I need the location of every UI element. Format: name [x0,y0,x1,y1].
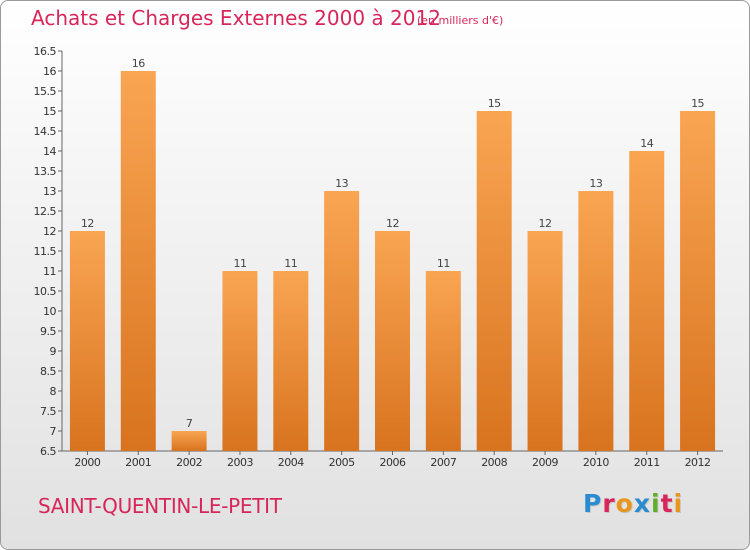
brand-letter: x [633,489,651,518]
y-tick-label: 10.5 [34,285,57,298]
data-label: 11 [437,257,450,270]
data-label: 11 [233,257,246,270]
y-tick-label: 7 [50,425,57,438]
data-label: 16 [132,57,145,70]
data-label: 15 [691,97,704,110]
bar [273,271,309,451]
data-label: 12 [539,217,552,230]
y-tick-label: 16.5 [34,45,57,58]
chart-value-labels: 12 16 7 11 11 13 12 11 15 12 13 14 15 [81,57,705,430]
bar [120,71,156,451]
y-tick-label: 14 [43,145,56,158]
x-tick-label: 2003 [227,456,253,469]
brand-logo: Proxiti [583,489,683,518]
chart-subtitle: (en milliers d'€) [417,14,504,27]
x-tick-label: 2011 [634,456,660,469]
bar [527,231,563,451]
bar [425,271,461,451]
brand-letter: i [673,489,684,518]
y-tick-label: 6.5 [40,445,56,458]
x-tick-label: 2001 [125,456,151,469]
bar [375,231,410,451]
brand-letter: o [615,489,634,518]
x-tick-label: 2006 [380,456,406,469]
y-tick-label: 12 [43,225,56,238]
location-name: SAINT-QUENTIN-LE-PETIT [38,494,282,518]
y-tick-label: 13.5 [34,165,57,178]
chart-bars [69,71,716,451]
y-tick-label: 11 [43,265,56,278]
y-tick-label: 8.5 [40,365,56,378]
bar [629,151,665,451]
data-label: 7 [186,417,193,430]
y-tick-label: 13 [43,185,56,198]
x-tick-label: 2009 [532,456,558,469]
y-tick-label: 15 [43,105,56,118]
data-label: 13 [335,177,348,190]
y-tick-label: 7.5 [40,405,56,418]
data-label: 14 [640,137,653,150]
x-tick-label: 2005 [329,456,355,469]
brand-letter: i [651,489,661,518]
brand-letter: r [602,489,616,518]
y-tick-label: 9.5 [40,325,56,338]
x-tick-label: 2008 [481,456,507,469]
x-tick-label: 2002 [176,456,202,469]
brand-letter: P [583,489,603,518]
chart-axes: 6.5 7 7.5 8 8.5 9 9.5 10 10.5 11 11.5 12 12.5 13 13.5 1… [34,45,723,469]
y-tick-label: 11.5 [34,245,57,258]
x-tick-label: 2000 [74,456,100,469]
x-tick-label: 2004 [278,456,304,469]
y-tick-label: 9 [50,345,57,358]
y-tick-label: 16 [43,65,56,78]
bar [476,111,512,451]
y-tick-label: 8 [50,385,57,398]
data-label: 12 [386,217,399,230]
y-tick-label: 14.5 [34,125,57,138]
y-tick-label: 15.5 [34,85,57,98]
y-tick-label: 12.5 [34,205,57,218]
brand-letter: t [660,489,674,518]
bar [324,191,360,451]
x-tick-label: 2012 [685,456,711,469]
x-tick-label: 2007 [430,456,456,469]
chart-title: Achats et Charges Externes 2000 à 2012 [31,6,441,30]
data-label: 15 [488,97,501,110]
x-tick-label: 2010 [583,456,609,469]
data-label: 13 [589,177,602,190]
y-tick-label: 10 [43,305,56,318]
bar [578,191,614,451]
bar [69,231,105,451]
bar [171,431,207,451]
bar [680,111,716,451]
bar [222,271,258,451]
data-label: 11 [284,257,297,270]
data-label: 12 [81,217,94,230]
